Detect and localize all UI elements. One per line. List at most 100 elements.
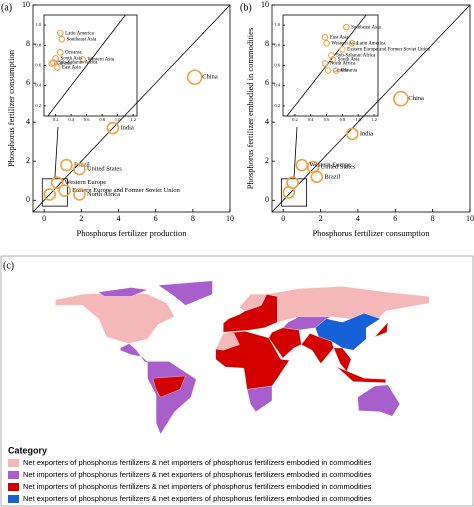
y-tick-label: 1.0 [274, 22, 280, 27]
point-label: India [120, 125, 133, 132]
point [332, 67, 340, 74]
point [106, 121, 120, 135]
point [79, 56, 87, 63]
point [48, 60, 56, 67]
map-region [357, 384, 400, 417]
panel-label: (a) [1, 2, 12, 13]
map-region [333, 347, 352, 372]
point [53, 64, 61, 71]
legend-label: Net importers of phosphorus fertilizers … [23, 482, 372, 491]
point-label: China [202, 74, 218, 81]
x-tick-label: 6 [154, 214, 158, 223]
point [393, 90, 409, 107]
x-axis-title: Phosphorus fertilizer production [76, 228, 187, 238]
x-tick-label: 0.4 [308, 117, 314, 122]
point [186, 69, 203, 86]
x-tick-label: 2 [319, 214, 323, 223]
y-tick-label: 8 [26, 39, 30, 48]
y-tick-label: 0.8 [274, 42, 280, 47]
point [323, 39, 330, 47]
map-region [215, 333, 240, 351]
plot-frame [271, 4, 471, 213]
map-region [55, 291, 175, 344]
point [60, 158, 73, 172]
one-to-one-line [271, 4, 471, 213]
point [43, 188, 57, 201]
x-tick-label: 1.0 [115, 117, 121, 122]
x-tick-label: 8 [191, 214, 195, 223]
y-tick-label: 6 [26, 78, 30, 87]
x-tick-label: 0 [281, 214, 285, 223]
y-tick-label: 0.4 [274, 83, 280, 88]
map-region [282, 316, 332, 331]
y-tick-label: 0.2 [274, 103, 280, 108]
point [346, 127, 359, 141]
x-tick-label: 8 [431, 214, 435, 223]
y-tick-label: 0.6 [274, 63, 280, 68]
point-label: Canada [333, 69, 349, 74]
x-tick-label: 6 [393, 214, 397, 223]
legend-label: Net exporters of phosphorus fertilizers … [23, 494, 372, 503]
point [295, 158, 309, 172]
point [73, 162, 86, 176]
point-label: United States [87, 166, 122, 173]
point-label: China [408, 95, 424, 102]
x-axis-title: Phosphorus fertilizer consumption [312, 228, 430, 238]
y-tick-label: 0.8 [35, 42, 41, 47]
y-tick-label: 6 [265, 78, 269, 87]
y-tick-label: 8 [265, 39, 269, 48]
y-tick-label: 0.6 [35, 63, 41, 68]
legend-title: Category [8, 445, 47, 455]
map-region [301, 333, 334, 364]
legend-swatch [8, 459, 19, 467]
point-label: Western Asia [88, 58, 115, 63]
map-region [147, 361, 197, 435]
x-tick-label: 0.8 [99, 117, 105, 122]
y-tick-label: 4 [265, 117, 269, 126]
point [56, 49, 64, 56]
y-tick-label: 2 [265, 156, 269, 165]
point-label: Southeast Asia [351, 25, 381, 30]
point-label: Oceania [65, 51, 82, 56]
point-label: Oceania [341, 69, 358, 74]
y-tick-label: 0 [265, 195, 269, 204]
point-label: Sub-Saharan Africa [336, 54, 376, 59]
point-label: Brazil [324, 173, 340, 180]
x-tick-label: 10 [226, 214, 234, 223]
x-tick-label: 0 [42, 214, 46, 223]
y-tick-label: 4 [26, 117, 30, 126]
point [321, 33, 329, 41]
map-region [120, 343, 150, 364]
x-tick-label: 0.8 [340, 117, 346, 122]
x-tick-label: 0.2 [292, 117, 298, 122]
y-tick-label: 0.2 [35, 103, 41, 108]
map-region [239, 294, 267, 312]
map-region [246, 385, 273, 413]
legend-swatch [8, 483, 19, 491]
legend-swatch [8, 495, 19, 503]
x-tick-label: 4 [356, 214, 360, 223]
map-region [157, 280, 213, 306]
y-tick-label: 0.4 [35, 83, 41, 88]
point-label: United States [321, 164, 356, 171]
point-label: North Africa [330, 62, 356, 67]
point [58, 35, 66, 43]
map-panel-frame [0, 255, 474, 507]
point-label: South Asia [60, 57, 83, 62]
point [324, 67, 332, 74]
x-tick-label: 1.2 [371, 117, 377, 122]
point-label: Canada [57, 62, 73, 67]
point [282, 186, 296, 199]
y-tick-label: 10 [22, 0, 30, 9]
one-to-one-line [47, 14, 126, 117]
map-region [152, 375, 186, 398]
map-region [336, 366, 386, 383]
x-tick-label: 1.2 [130, 117, 136, 122]
y-tick-label: 10 [261, 0, 269, 9]
point-label: East Asia [62, 66, 82, 71]
point-label: India [360, 130, 373, 137]
x-tick-label: 1.0 [355, 117, 361, 122]
point [58, 184, 71, 197]
point-label: East Asia [330, 35, 350, 40]
y-tick-label: 0 [26, 195, 30, 204]
